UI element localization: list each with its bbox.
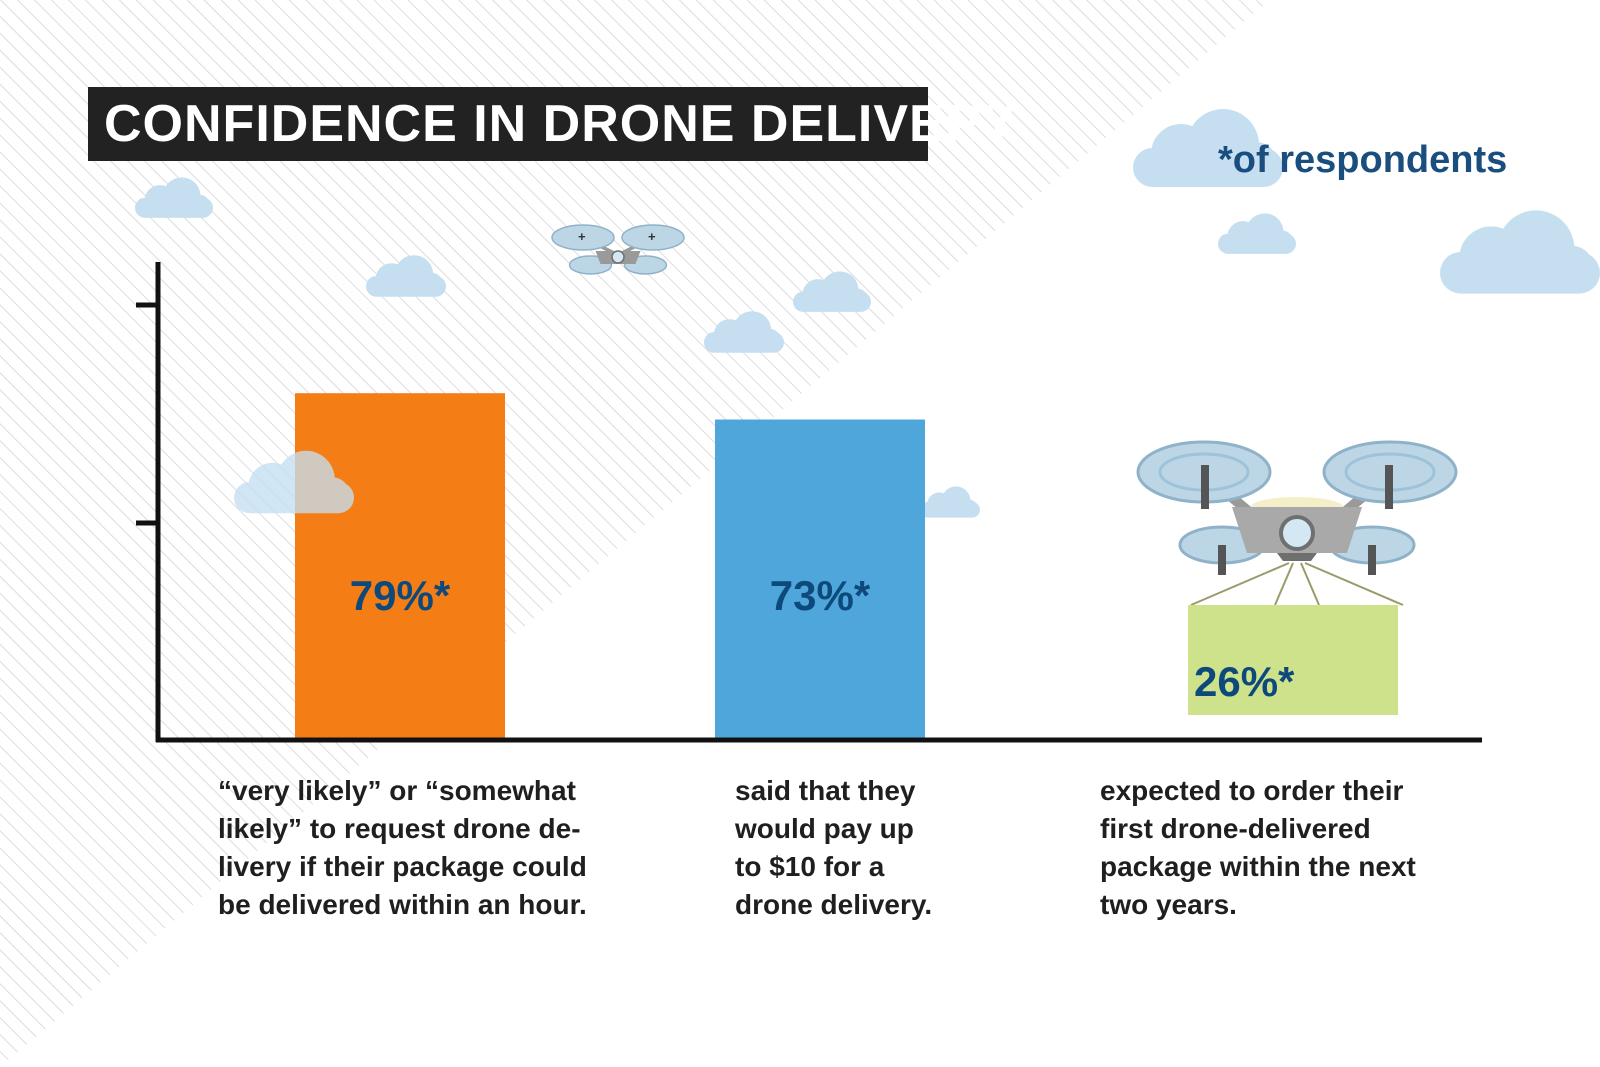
svg-text:+: +: [648, 229, 656, 244]
data-label-3: 26%*: [1194, 658, 1295, 705]
bar-2: [715, 419, 925, 740]
data-label-2: 73%*: [770, 572, 871, 619]
bar-3: [1188, 605, 1398, 715]
bar-1: [295, 393, 505, 740]
category-description-3: expected to order their first drone-deli…: [1100, 775, 1416, 920]
cloud-icon: [1440, 210, 1600, 294]
chart-title: CONFIDENCE IN DRONE DELIVERY: [104, 95, 1018, 153]
category-description-2: said that they would pay up to $10 for a…: [735, 775, 933, 920]
cloud-icon: [704, 311, 784, 353]
cloud-icon: [793, 271, 871, 312]
cloud-icon: [135, 177, 213, 218]
cloud-icon: [1133, 109, 1283, 187]
cloud-icon: [234, 450, 354, 514]
cloud-icon: [1218, 213, 1296, 254]
cloud-icon: [920, 486, 980, 518]
footnote-respondents: *of respondents: [1218, 139, 1508, 181]
clouds: [135, 109, 1600, 518]
drone-with-package-icon: [1136, 440, 1458, 606]
category-description-1: “very likely” or “somewhat likely” to re…: [218, 775, 587, 920]
drone-icon: + +: [551, 224, 685, 275]
cloud-icon: [366, 255, 446, 297]
title-banner: [88, 87, 928, 161]
data-label-1: 79%*: [350, 572, 451, 619]
hatched-background: [0, 0, 1270, 1067]
svg-text:+: +: [578, 229, 586, 244]
